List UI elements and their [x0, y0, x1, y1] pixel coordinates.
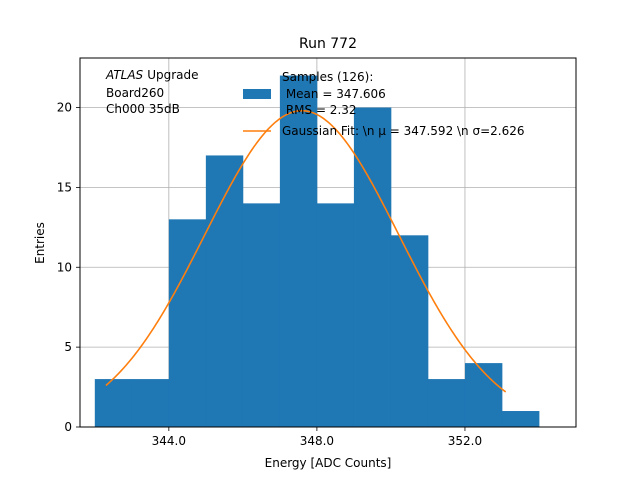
x-axis-ticks: 344.0 348.0 352.0 [152, 427, 482, 448]
legend-samples-line2: Mean = 347.606 [282, 87, 386, 101]
x-axis-label: Energy [ADC Counts] [265, 456, 392, 470]
legend-samples-line1: Samples (126): [282, 70, 373, 84]
histogram-bar [242, 203, 281, 427]
chart-title: Run 772 [299, 36, 357, 52]
atlas-annotation: ATLAS Upgrade [105, 68, 199, 82]
histogram-bar [205, 155, 244, 427]
y-tick-label: 15 [57, 180, 72, 194]
histogram-bar [168, 219, 207, 427]
x-tick-label: 348.0 [300, 434, 334, 448]
x-tick-label: 344.0 [152, 434, 186, 448]
gaussian-fit-line [105, 109, 507, 393]
histogram-bar [390, 235, 429, 427]
atlas-label: ATLAS [105, 68, 144, 82]
legend-fit-label: Gaussian Fit: \n μ = 347.592 \n σ=2.626 [282, 124, 525, 138]
atlas-upgrade-label: Upgrade [147, 68, 198, 82]
histogram-bars [94, 75, 540, 428]
board-label: Board260 [106, 86, 164, 100]
histogram-bar [464, 363, 503, 427]
histogram-bar [427, 379, 466, 427]
y-tick-label: 0 [64, 420, 72, 434]
x-tick-label: 352.0 [448, 434, 482, 448]
histogram-bar [279, 75, 318, 428]
histogram-bar [316, 203, 355, 427]
legend: Samples (126): Mean = 347.606 RMS = 2.32… [243, 70, 525, 138]
channel-label: Ch000 35dB [106, 102, 180, 116]
histogram-bar [501, 411, 540, 427]
axes-frame [79, 57, 577, 428]
histogram-bar [131, 379, 170, 427]
y-axis-ticks: 0 5 10 15 20 [57, 101, 80, 434]
y-tick-label: 5 [64, 340, 72, 354]
y-axis-label: Entries [33, 222, 47, 264]
y-tick-label: 20 [57, 101, 72, 115]
histogram-bar [94, 379, 133, 427]
legend-patch-samples [243, 89, 271, 99]
legend-samples-line3: RMS = 2.32 [282, 103, 357, 117]
y-tick-label: 10 [57, 260, 72, 274]
histogram-bar [353, 107, 392, 428]
